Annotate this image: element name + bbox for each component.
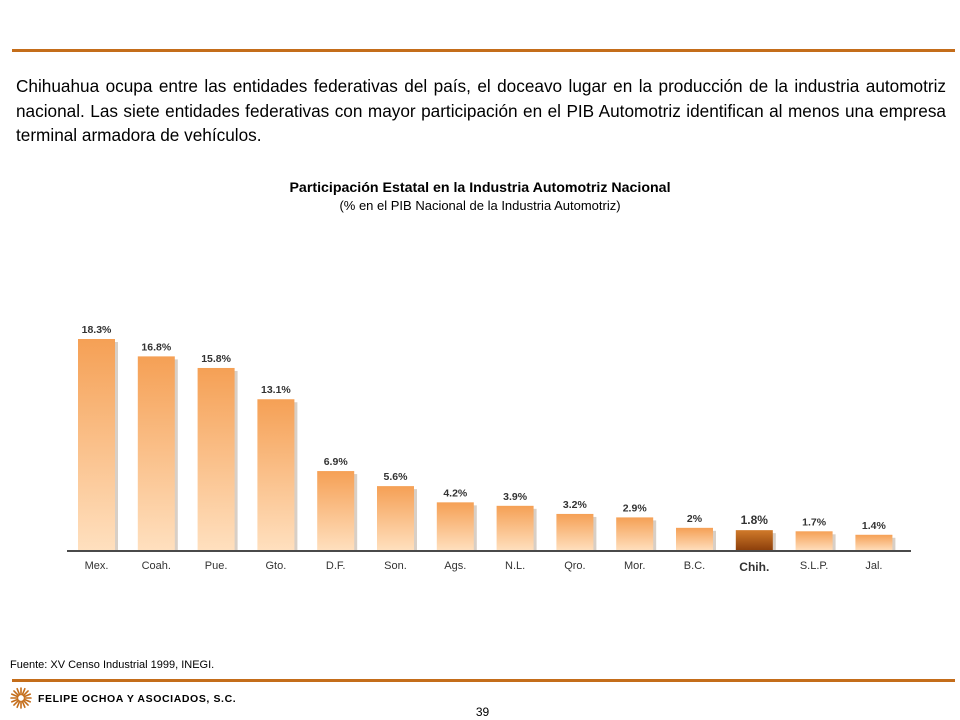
bar-mor (616, 517, 654, 551)
value-label-chih: 1.8% (741, 513, 769, 527)
bar-ags (436, 502, 474, 551)
top-rule (12, 49, 955, 52)
value-label-b-c: 2% (687, 513, 703, 525)
category-label-qro: Qro. (564, 560, 585, 572)
value-label-d-f: 6.9% (324, 456, 349, 468)
category-label-mex: Mex. (85, 560, 109, 572)
value-label-ags: 4.2% (443, 487, 468, 499)
value-label-pue: 15.8% (201, 353, 231, 365)
sunburst-logo-icon (10, 687, 32, 709)
value-label-qro: 3.2% (563, 499, 588, 511)
category-label-coah: Coah. (142, 560, 171, 572)
bar-d-f (317, 471, 355, 551)
bar-coah (137, 356, 175, 551)
bar-s-l-p (795, 531, 833, 551)
bar-qro (556, 513, 594, 551)
bar-gto (257, 399, 295, 551)
chart-subtitle: (% en el PIB Nacional de la Industria Au… (339, 198, 621, 213)
value-label-mor: 2.9% (623, 502, 648, 514)
category-label-mor: Mor. (624, 560, 645, 572)
company-name: FELIPE OCHOA Y ASOCIADOS, S.C. (38, 693, 237, 705)
bar-chart: 18.3% Mex. 16.8% Coah. 15.8% Pue. 13.1% Gto. 6.9… (67, 324, 911, 574)
page-number: 39 (475, 705, 490, 719)
category-label-pue: Pue. (205, 560, 228, 572)
value-label-jal: 1.4% (862, 520, 887, 532)
category-label-s-l-p: S.L.P. (800, 560, 829, 572)
category-label-jal: Jal. (865, 560, 882, 572)
value-label-s-l-p: 1.7% (802, 516, 827, 528)
bars-layer: 18.3% Mex. 16.8% Coah. 15.8% Pue. 13.1% Gto. 6.9… (78, 324, 896, 574)
bottom-rule (12, 679, 955, 682)
value-label-n-l: 3.9% (503, 491, 528, 503)
bar-n-l (496, 505, 534, 551)
category-label-chih: Chih. (739, 560, 769, 574)
intro-paragraph: Chihuahua ocupa entre las entidades fede… (16, 76, 946, 145)
bar-mex (78, 339, 115, 551)
value-label-gto: 13.1% (261, 384, 291, 396)
category-label-gto: Gto. (266, 560, 287, 572)
category-label-son: Son. (384, 560, 407, 572)
chart-title: Participación Estatal en la Industria Au… (289, 180, 671, 196)
bar-chih (735, 530, 773, 551)
category-label-n-l: N.L. (505, 560, 525, 572)
source-note: Fuente: XV Censo Industrial 1999, INEGI. (10, 659, 215, 671)
bar-pue (197, 367, 235, 551)
value-label-son: 5.6% (384, 471, 409, 483)
bar-jal (855, 534, 893, 551)
bar-son (377, 486, 414, 551)
value-label-coah: 16.8% (141, 341, 171, 353)
bar-b-c (676, 527, 713, 551)
category-label-ags: Ags. (444, 560, 466, 572)
category-label-d-f: D.F. (326, 560, 346, 572)
value-label-mex: 18.3% (82, 324, 112, 336)
category-label-b-c: B.C. (684, 560, 705, 572)
